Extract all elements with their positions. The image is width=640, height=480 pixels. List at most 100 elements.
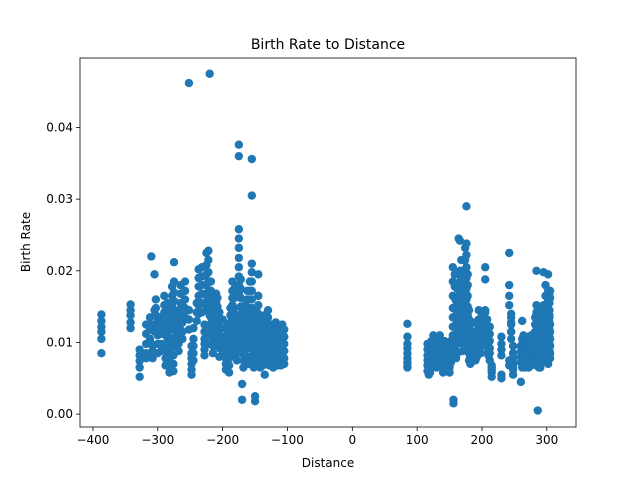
data-point	[249, 363, 258, 372]
y-tick-label: 0.00	[46, 407, 73, 421]
y-axis-label: Birth Rate	[19, 212, 33, 272]
data-point	[545, 334, 555, 344]
y-tick-label: 0.02	[46, 264, 73, 278]
data-point	[537, 358, 546, 367]
x-tick-label: 200	[471, 433, 494, 447]
plot-frame	[79, 57, 577, 428]
data-point	[481, 275, 490, 284]
data-point	[184, 306, 194, 315]
data-point	[462, 239, 471, 248]
data-point	[148, 354, 157, 363]
data-point	[506, 313, 516, 322]
data-point	[187, 370, 196, 379]
data-point	[189, 323, 198, 333]
data-point	[208, 349, 218, 358]
data-point	[497, 374, 506, 383]
y-tick-label: 0.03	[46, 192, 73, 206]
data-point	[425, 368, 435, 377]
data-point	[476, 349, 485, 358]
data-point	[462, 202, 471, 211]
data-point	[147, 252, 156, 261]
data-point	[197, 308, 207, 317]
data-points	[97, 69, 555, 415]
data-point	[236, 284, 245, 293]
data-point	[481, 306, 490, 315]
data-point	[280, 332, 289, 341]
data-point	[169, 258, 179, 267]
x-tick-label: −200	[206, 433, 239, 447]
data-point	[218, 315, 227, 324]
data-point	[169, 366, 178, 376]
data-point	[545, 293, 555, 303]
data-point	[205, 69, 214, 78]
x-tick-label: 100	[406, 433, 429, 447]
data-point	[215, 308, 224, 317]
data-point	[254, 270, 263, 279]
data-point	[200, 351, 209, 360]
data-point	[403, 363, 412, 372]
data-point	[464, 306, 474, 315]
data-point	[174, 346, 183, 356]
y-tick-label: 0.01	[46, 335, 73, 349]
data-point	[487, 372, 496, 382]
data-point	[254, 300, 263, 310]
data-point	[449, 395, 458, 404]
data-point	[247, 295, 257, 304]
data-point	[455, 236, 465, 245]
data-point	[228, 277, 237, 286]
data-point	[508, 363, 518, 372]
data-point	[141, 354, 151, 363]
data-point	[247, 191, 257, 200]
data-point	[247, 277, 257, 286]
data-point	[151, 303, 161, 313]
data-point	[462, 250, 471, 260]
data-point	[189, 349, 198, 358]
data-point	[169, 359, 178, 369]
data-point	[192, 316, 201, 326]
data-point	[545, 320, 555, 329]
data-point	[180, 295, 190, 304]
data-point	[517, 316, 527, 326]
x-tick-label: −400	[76, 433, 109, 447]
data-point	[506, 327, 516, 336]
data-point	[234, 243, 244, 253]
data-point	[234, 253, 244, 263]
data-point	[234, 140, 244, 149]
data-point	[184, 78, 194, 88]
data-point	[506, 320, 516, 329]
data-point	[247, 286, 257, 296]
data-point	[481, 263, 490, 272]
data-point	[485, 349, 494, 358]
data-point	[150, 270, 159, 279]
data-point	[506, 334, 516, 344]
data-point	[234, 234, 244, 243]
data-point	[505, 300, 514, 310]
data-point	[184, 315, 194, 324]
data-point	[178, 334, 187, 344]
x-tick-label: −300	[141, 433, 174, 447]
data-point	[97, 334, 106, 344]
data-point	[445, 368, 454, 377]
data-point	[180, 286, 190, 296]
data-point	[280, 359, 289, 369]
data-point	[508, 341, 518, 351]
data-point	[545, 341, 555, 351]
x-axis-ticks: −400 −300 −200 −100 0 100 200 300	[76, 427, 558, 447]
data-point	[485, 336, 494, 346]
data-point	[169, 296, 179, 306]
data-point	[462, 263, 471, 272]
data-point	[189, 356, 198, 365]
data-point	[505, 280, 514, 290]
data-point	[487, 365, 496, 374]
data-point	[247, 268, 257, 277]
y-tick-label: 0.04	[46, 121, 73, 135]
data-point	[263, 306, 273, 315]
data-point	[463, 270, 472, 279]
data-point	[250, 391, 260, 401]
data-point	[204, 246, 213, 255]
data-point	[180, 277, 190, 286]
data-point	[497, 332, 506, 341]
data-point	[189, 334, 198, 344]
y-axis-ticks: 0.00 0.01 0.02 0.03 0.04	[46, 121, 80, 421]
